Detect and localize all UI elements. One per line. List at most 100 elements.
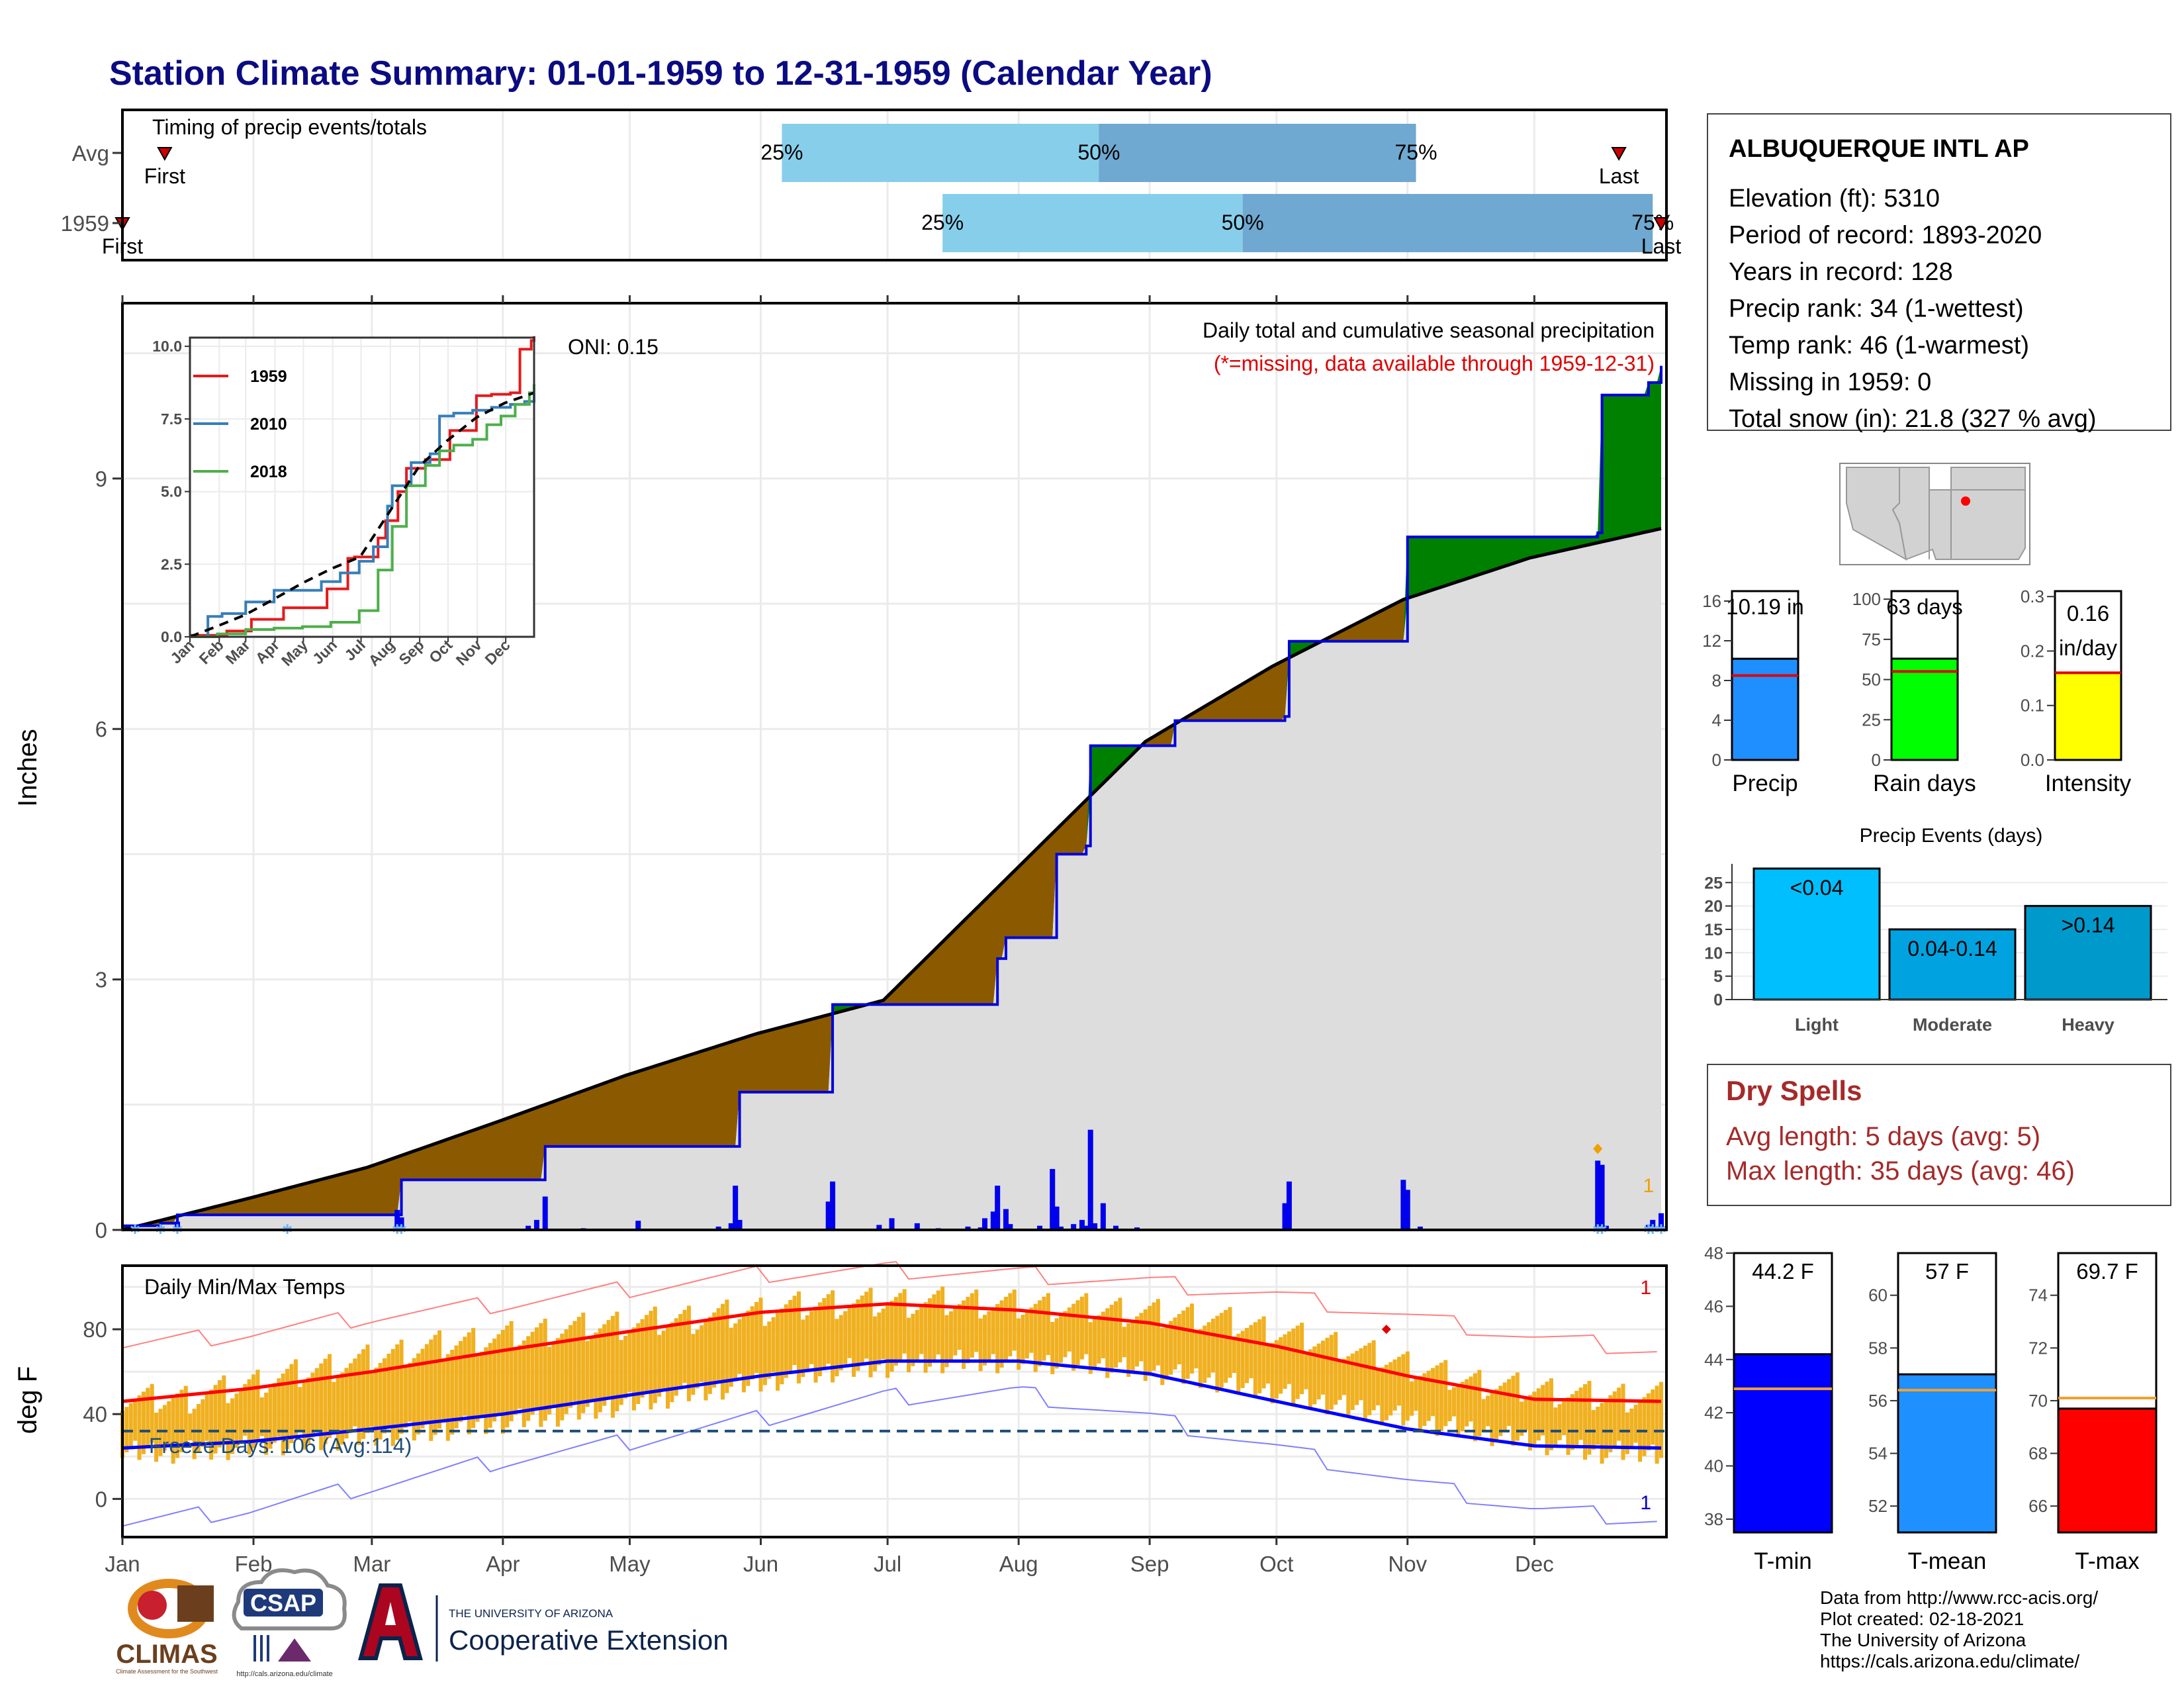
daily-temp-bar (741, 1315, 746, 1393)
station-info-line: Period of record: 1893-2020 (1729, 222, 2042, 250)
daily-temp-bar (1621, 1383, 1625, 1460)
daily-temp-bar (412, 1358, 416, 1441)
daily-temp-bar (1054, 1318, 1059, 1369)
daily-temp-bar (704, 1321, 708, 1401)
daily-temp-bar (1210, 1319, 1215, 1373)
daily-temp-bar (1498, 1385, 1503, 1436)
daily-temp-bar (665, 1326, 670, 1409)
inset-average-line (189, 391, 535, 638)
daily-temp-bar (1532, 1391, 1537, 1446)
daily-temp-bar (936, 1290, 940, 1355)
station-info-line: Temp rank: 46 (1-warmest) (1729, 332, 2029, 359)
daily-temp-bar (640, 1319, 645, 1398)
daily-temp-bar (893, 1297, 898, 1366)
daily-precip-bar (533, 1219, 539, 1230)
daily-temp-bar (387, 1353, 391, 1428)
daily-precip-bar (914, 1223, 920, 1230)
timing-pct-label: 25% (760, 140, 803, 164)
credit-line: https://cals.arizona.edu/climate/ (1820, 1651, 2079, 1671)
summary-bar-tick-label: 0.0 (2021, 750, 2044, 770)
record-low-count: 1 (1640, 1492, 1651, 1514)
daily-precip-bar (990, 1211, 996, 1230)
daily-temp-bar (128, 1403, 133, 1447)
daily-precip-bar (1645, 1225, 1651, 1230)
daily-temp-bar (141, 1391, 146, 1454)
month-tick-label: Feb (235, 1552, 273, 1576)
daily-temp-bar (192, 1409, 197, 1460)
daily-temp-bar (809, 1311, 814, 1364)
daily-temp-bar (792, 1295, 797, 1366)
daily-temp-bar (1541, 1385, 1545, 1436)
daily-temp-bar (1418, 1376, 1422, 1431)
daily-temp-bar (615, 1311, 619, 1412)
daily-temp-bar (243, 1383, 248, 1436)
daily-temp-bar (332, 1382, 336, 1432)
daily-temp-bar (1596, 1407, 1600, 1445)
daily-precip-bar (1087, 1129, 1093, 1230)
daily-temp-bar (539, 1323, 543, 1427)
daily-temp-bar (1097, 1315, 1101, 1364)
daily-temp-bar (1536, 1388, 1541, 1441)
first-event-marker (157, 147, 173, 162)
daily-precip-bar (1650, 1219, 1656, 1230)
daily-precip-bar (1659, 1213, 1664, 1230)
daily-temp-bar (344, 1368, 349, 1439)
daily-temp-bar (399, 1339, 404, 1434)
daily-temp-bar (183, 1385, 188, 1447)
daily-temp-bar (496, 1334, 501, 1415)
events-category-label: Heavy (2062, 1015, 2115, 1035)
oni-label: ONI: 0.15 (568, 335, 659, 359)
events-bar-label: >0.14 (2062, 914, 2115, 937)
daily-temp-bar (974, 1289, 979, 1352)
daily-temp-bar (251, 1374, 256, 1448)
daily-temp-bar (1520, 1401, 1524, 1436)
daily-temp-bar (1617, 1387, 1621, 1441)
daily-temp-bar (907, 1317, 911, 1373)
dry-spells-avg: Avg length: 5 days (avg: 5) (1726, 1122, 2040, 1151)
daily-temp-bar (1291, 1328, 1296, 1404)
daily-temp-bar (1067, 1307, 1071, 1352)
daily-precip-bar (1058, 1226, 1064, 1230)
daily-temp-bar (1350, 1353, 1355, 1411)
daily-temp-bar (560, 1333, 565, 1421)
events-bar-label: <0.04 (1790, 876, 1844, 900)
daily-precip-bar (876, 1225, 882, 1230)
timing-frame (121, 109, 1668, 261)
summary-bar (1890, 657, 1959, 761)
daily-temp-bar (801, 1319, 805, 1378)
daily-precip-bar (1050, 1168, 1056, 1230)
daily-precip-bar (889, 1218, 895, 1230)
month-tick-label: Mar (353, 1552, 390, 1576)
daily-temp-bar (353, 1358, 357, 1427)
record-precip-marker (1593, 1143, 1603, 1154)
daily-temp-bar (1312, 1346, 1317, 1405)
precip-y-tick-label: 3 (95, 968, 107, 992)
daily-precip-bar (1083, 1225, 1089, 1230)
daily-temp-bar (776, 1313, 780, 1391)
dry-spells-max: Max length: 35 days (avg: 46) (1726, 1156, 2075, 1186)
daily-temp-bar (860, 1295, 864, 1365)
daily-precip-bar (728, 1223, 734, 1230)
daily-temp-bar (1608, 1395, 1613, 1452)
daily-temp-bar (843, 1311, 848, 1364)
record-low-line (122, 1386, 1657, 1527)
daily-temp-bar (374, 1368, 379, 1446)
daily-temp-bar (395, 1344, 400, 1440)
daily-precip-bar (542, 1196, 548, 1230)
summary-bar-tick-label: 100 (1852, 589, 1881, 609)
daily-temp-bar (1194, 1333, 1199, 1369)
daily-temp-bar (1460, 1382, 1465, 1432)
precip-y-tick-label: 0 (95, 1218, 107, 1243)
daily-temp-bar (919, 1305, 924, 1354)
daily-temp-bar (725, 1299, 729, 1393)
climas-logo-text: CLIMAS (116, 1640, 217, 1669)
daily-temp-bar (1279, 1337, 1283, 1394)
daily-temp-bar (213, 1385, 218, 1454)
daily-temp-bar (1549, 1378, 1553, 1450)
summary-bar-label: Rain days (1873, 771, 1976, 796)
daily-temp-bar (551, 1342, 556, 1409)
daily-temp-bar (927, 1298, 932, 1367)
freeze-days-label: Freeze Days: 106 (Avg:114) (149, 1434, 412, 1458)
